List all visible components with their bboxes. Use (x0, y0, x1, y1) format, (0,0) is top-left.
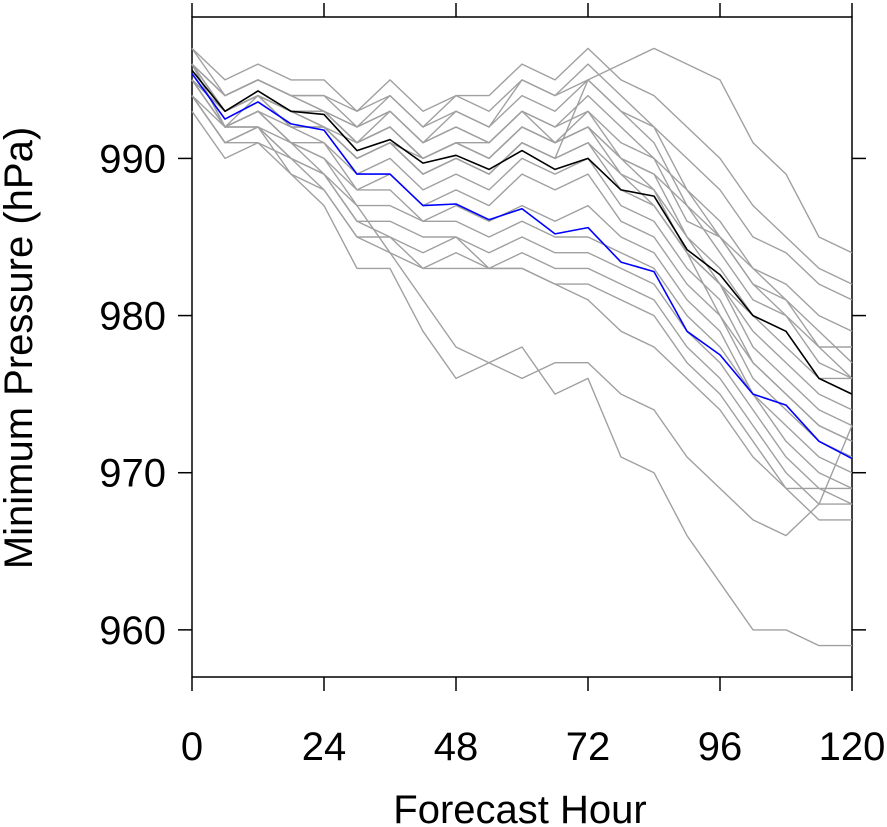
blue-highlight-line (191, 73, 853, 460)
ensemble-member-line (191, 95, 852, 647)
ensemble-member-line (191, 79, 853, 458)
y-tick-label: 980 (99, 295, 166, 339)
ensemble-member-line (191, 79, 852, 380)
ensemble-member-line (191, 79, 852, 348)
y-tick-label: 960 (99, 609, 166, 653)
y-tick-label: 990 (99, 137, 166, 181)
series-group (191, 47, 853, 647)
y-axis-title: Minimum Pressure (hPa) (0, 127, 41, 569)
x-tick-label: 120 (819, 725, 886, 769)
ensemble-member-line (191, 63, 853, 301)
axis-ticks-group: 0 24 48 72 96 120 960 970 980 990 (99, 3, 885, 769)
ensemble-member-line (191, 63, 853, 427)
x-axis-title: Forecast Hour (393, 788, 646, 827)
ensemble-member-line (191, 79, 853, 537)
x-tick-label: 24 (302, 725, 347, 769)
ensemble-member-line (191, 95, 853, 490)
x-tick-label: 48 (434, 725, 479, 769)
ensemble-member-line (191, 95, 852, 505)
ensemble-member-line (191, 63, 853, 442)
x-tick-label: 96 (698, 725, 743, 769)
x-tick-label: 72 (566, 725, 611, 769)
ensemble-member-line (191, 63, 853, 442)
ensemble-member-line (191, 79, 853, 411)
x-tick-label: 0 (181, 725, 203, 769)
y-tick-label: 970 (99, 452, 166, 496)
ensemble-member-line (191, 47, 853, 285)
ensemble-member-line (191, 110, 852, 490)
ensemble-member-line (191, 63, 853, 395)
ensemble-member-line (191, 79, 853, 474)
black-highlight-line (191, 69, 853, 395)
ensemble-member-line (191, 63, 853, 332)
